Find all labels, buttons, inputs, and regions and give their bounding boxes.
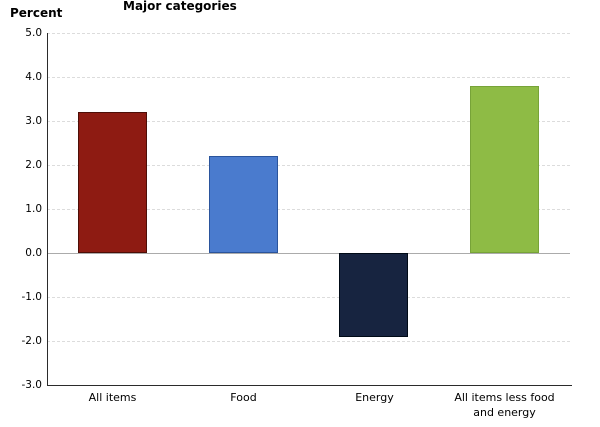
bar-energy bbox=[339, 253, 408, 337]
chart-title: Major categories bbox=[123, 0, 237, 13]
y-tick-label: 5.0 bbox=[25, 27, 42, 39]
gridline bbox=[47, 77, 570, 78]
y-tick-label: -1.0 bbox=[21, 291, 43, 303]
y-axis-title: Percent bbox=[10, 6, 63, 20]
y-tick-label: -3.0 bbox=[21, 379, 43, 391]
x-category-label: All items less food and energy bbox=[454, 391, 555, 419]
gridline bbox=[47, 165, 570, 166]
bar-all-items-less-food-and-energy bbox=[470, 86, 539, 253]
x-category-label: Energy bbox=[355, 391, 394, 404]
bar-all-items bbox=[78, 112, 147, 253]
y-tick-label: 4.0 bbox=[25, 71, 42, 83]
bar-food bbox=[209, 156, 278, 253]
gridline bbox=[47, 297, 570, 298]
y-tick-label: 3.0 bbox=[25, 115, 42, 127]
gridline bbox=[47, 209, 570, 210]
y-tick-label: -2.0 bbox=[21, 335, 43, 347]
gridline bbox=[47, 33, 570, 34]
gridline bbox=[47, 341, 570, 342]
x-category-label: Food bbox=[230, 391, 257, 404]
y-tick-label: 2.0 bbox=[25, 159, 42, 171]
y-axis-line bbox=[47, 33, 48, 385]
x-category-label: All items bbox=[88, 391, 137, 404]
y-tick-label: 0.0 bbox=[25, 247, 42, 259]
x-axis-line bbox=[47, 385, 572, 386]
gridline bbox=[47, 121, 570, 122]
y-tick-label: 1.0 bbox=[25, 203, 42, 215]
zero-gridline bbox=[47, 253, 570, 254]
